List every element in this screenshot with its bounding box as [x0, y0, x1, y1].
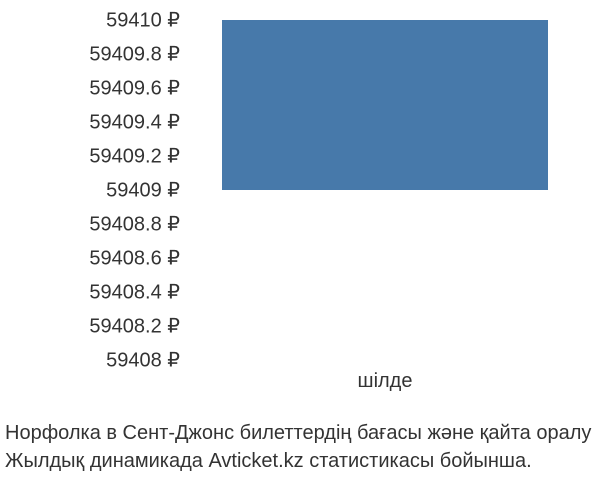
plot-area [200, 20, 570, 360]
caption-line-2: Жылдық динамикада Avticket.kz статистика… [5, 447, 600, 475]
y-tick-label: 59410 ₽ [106, 8, 180, 33]
y-tick-label: 59409.4 ₽ [89, 110, 180, 135]
chart-container: 59410 ₽ 59409.8 ₽ 59409.6 ₽ 59409.4 ₽ 59409.… [0, 10, 600, 390]
y-tick-label: 59409.6 ₽ [89, 76, 180, 101]
y-tick-label: 59408.4 ₽ [89, 280, 180, 305]
y-tick-label: 59408 ₽ [106, 348, 180, 373]
y-tick-label: 59408.8 ₽ [89, 212, 180, 237]
y-tick-label: 59408.2 ₽ [89, 314, 180, 339]
y-tick-label: 59409.8 ₽ [89, 42, 180, 67]
chart-caption: Норфолка в Сент-Джонс билеттердің бағасы… [5, 419, 600, 475]
caption-line-1: Норфолка в Сент-Джонс билеттердің бағасы… [5, 419, 600, 447]
bar [222, 20, 548, 190]
x-tick-label: шілде [358, 370, 413, 393]
y-tick-label: 59409.2 ₽ [89, 144, 180, 169]
y-axis: 59410 ₽ 59409.8 ₽ 59409.6 ₽ 59409.4 ₽ 59409.… [0, 10, 190, 390]
y-tick-label: 59409 ₽ [106, 178, 180, 203]
y-tick-label: 59408.6 ₽ [89, 246, 180, 271]
